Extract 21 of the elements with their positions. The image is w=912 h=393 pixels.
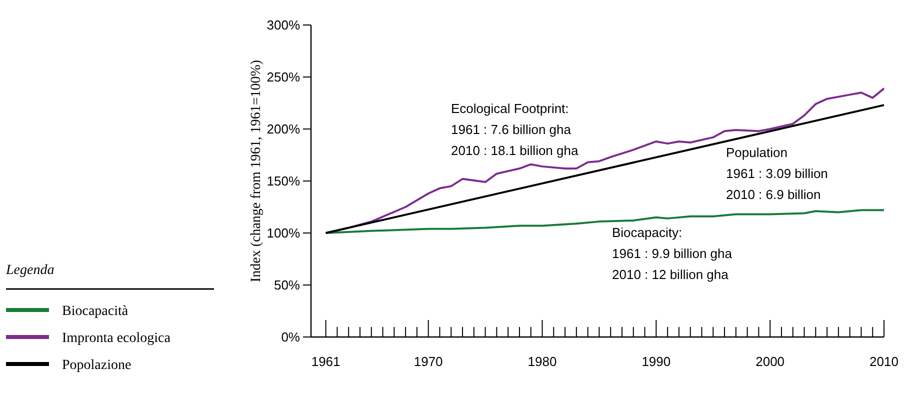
legend-label: Biocapacità xyxy=(62,304,129,319)
x-tick-label: 1961 xyxy=(311,354,340,369)
legend-label: Impronta ecologica xyxy=(62,331,172,346)
legend-label: Popolazione xyxy=(62,358,132,373)
annotation: Ecological Footprint: 1961 : 7.6 billion gha 2010 : 18.1 billion gha xyxy=(451,101,579,158)
annotation: Biocapacity: 1961 : 9.9 billion gha 2010 : 12 billion gha xyxy=(612,225,733,282)
x-tick-label: 1970 xyxy=(414,354,443,369)
annotation: Population 1961 : 3.09 billion 2010 : 6.9 billion xyxy=(726,145,828,202)
y-tick-label: 50% xyxy=(274,278,300,292)
y-tick-label: 100% xyxy=(266,226,300,240)
y-tick-label: 150% xyxy=(266,174,300,188)
x-tick-label: 1980 xyxy=(528,354,557,369)
x-tick-label: 2010 xyxy=(870,354,898,369)
y-axis-title: Index (change from 1961, 1961=100%) xyxy=(249,60,264,282)
legend-title: Legenda xyxy=(5,263,54,278)
y-tick-label: 250% xyxy=(266,70,300,84)
y-tick-label: 200% xyxy=(266,122,300,136)
x-tick-label: 1990 xyxy=(642,354,671,369)
y-tick-label: 0% xyxy=(281,330,300,344)
x-tick-label: 2000 xyxy=(756,354,785,369)
y-tick-label: 300% xyxy=(266,18,300,32)
